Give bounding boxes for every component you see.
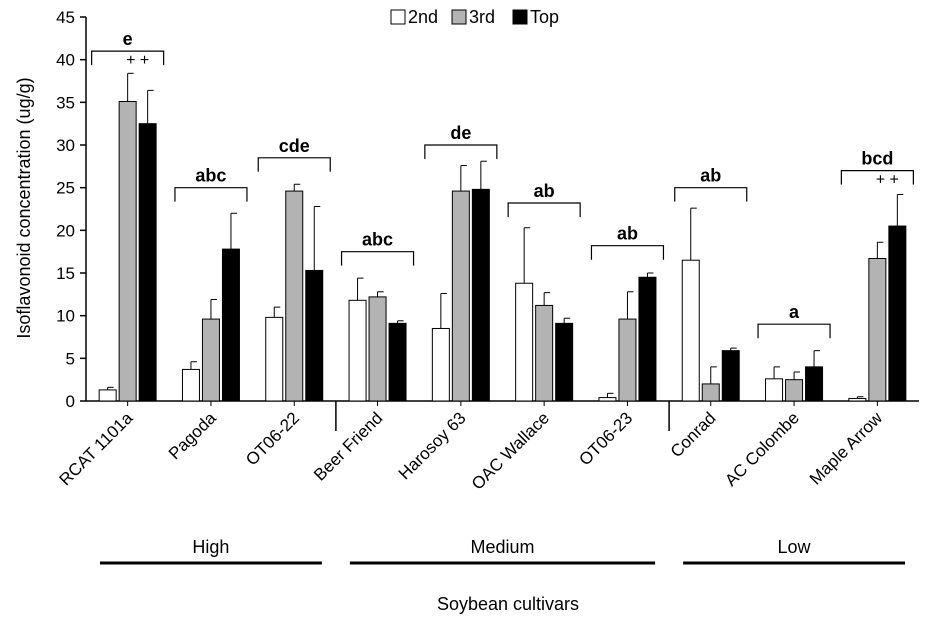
bars <box>98 72 907 402</box>
group-labels: High Medium Low <box>100 537 905 565</box>
sig-label-7: ab <box>700 166 721 186</box>
bar-3rd-1 <box>201 318 220 402</box>
category-label-2: OT06-22 <box>242 408 303 469</box>
category-label-8: AC Colombe <box>721 408 803 490</box>
legend-label-2nd: 2nd <box>408 7 438 27</box>
category-label-0: RCAT 1101a <box>56 408 137 489</box>
bar-3rd-5 <box>535 304 554 402</box>
bar-2nd-9 <box>848 397 867 402</box>
bar-2nd-4 <box>431 327 450 402</box>
sig-label-4: de <box>450 123 471 143</box>
sig-label-9: bcd <box>861 149 893 169</box>
y-tick-label-25: 25 <box>56 179 75 198</box>
bar-2nd-2 <box>265 316 284 402</box>
bar-3rd-6 <box>618 318 637 402</box>
category-label-9: Maple Arrow <box>806 408 887 489</box>
group-label-1: Medium <box>470 537 534 557</box>
sig-label-5: ab <box>534 181 555 201</box>
legend: 2nd 3rd Top <box>390 7 559 27</box>
bar-2nd-3 <box>348 299 367 402</box>
sig-bracket-6 <box>590 245 665 260</box>
bar-2nd-8 <box>765 378 784 402</box>
sig-bracket-3 <box>340 251 415 266</box>
y-tick-label-40: 40 <box>56 51 75 70</box>
bar-2nd-5 <box>515 282 534 402</box>
sig-marks-9: + + <box>876 172 899 189</box>
sig-label-3: abc <box>362 230 393 250</box>
sig-bracket-4 <box>424 144 498 159</box>
category-label-7: Conrad <box>667 408 720 461</box>
y-tick-label-10: 10 <box>56 307 75 326</box>
legend-swatch-2nd <box>390 9 406 25</box>
sig-bracket-8 <box>757 323 831 339</box>
bar-2nd-0 <box>98 389 117 402</box>
category-labels: RCAT 1101a Pagoda OT06-22 Beer Friend Haroso… <box>56 408 887 494</box>
legend-swatch-3rd <box>451 9 467 25</box>
category-label-1: Pagoda <box>165 408 220 463</box>
bar-top-0 <box>138 123 157 402</box>
sig-label-1: abc <box>195 166 226 186</box>
sig-bracket-9 <box>840 170 914 185</box>
legend-label-top: Top <box>530 7 559 27</box>
category-label-5: OAC Wallace <box>468 408 553 493</box>
bar-top-7 <box>721 350 740 402</box>
bar-3rd-2 <box>285 190 304 402</box>
category-label-6: OT06-23 <box>575 408 636 469</box>
significance-brackets: e + + abc cde abc de ab ab ab a bcd + + <box>91 29 914 339</box>
group-label-2: Low <box>778 537 812 557</box>
bar-2nd-6 <box>598 397 617 402</box>
y-tick-label-45: 45 <box>56 8 75 27</box>
legend-label-3rd: 3rd <box>469 7 495 27</box>
legend-swatch-top <box>512 9 528 25</box>
bar-top-8 <box>805 366 824 402</box>
bar-top-5 <box>555 322 574 402</box>
bar-2nd-1 <box>181 368 200 402</box>
bar-2nd-7 <box>681 259 700 402</box>
y-tick-label-35: 35 <box>56 93 75 112</box>
y-tick-label-0: 0 <box>66 392 75 411</box>
bar-top-3 <box>388 322 407 402</box>
sig-bracket-5 <box>507 202 581 218</box>
group-label-0: High <box>192 537 229 557</box>
y-tick-label-5: 5 <box>66 349 75 368</box>
sig-bracket-1 <box>174 187 248 202</box>
bar-top-9 <box>888 225 907 402</box>
y-tick-label-30: 30 <box>56 136 75 155</box>
bar-3rd-0 <box>118 100 137 402</box>
bar-top-4 <box>471 188 490 402</box>
sig-bracket-0 <box>91 50 165 66</box>
bar-top-2 <box>305 269 324 402</box>
y-axis-title: Isoflavonoid concentration (ug/g) <box>14 77 34 338</box>
category-label-4: Harosoy 63 <box>395 408 470 483</box>
bar-3rd-3 <box>368 296 387 402</box>
y-tick-label-15: 15 <box>56 264 75 283</box>
sig-label-0: e <box>123 29 133 49</box>
category-label-3: Beer Friend <box>310 408 386 484</box>
sig-label-2: cde <box>279 136 310 156</box>
bar-top-6 <box>638 276 657 402</box>
bar-3rd-4 <box>451 190 470 402</box>
bar-3rd-8 <box>785 379 804 402</box>
bar-3rd-7 <box>701 383 720 402</box>
sig-marks-0: + + <box>126 52 149 69</box>
sig-bracket-7 <box>674 187 748 202</box>
x-axis-title: Soybean cultivars <box>437 594 579 614</box>
bar-top-1 <box>221 248 240 402</box>
sig-label-8: a <box>789 302 800 322</box>
bar-3rd-9 <box>868 257 887 402</box>
sig-label-6: ab <box>617 224 638 244</box>
sig-bracket-2 <box>257 157 331 172</box>
y-tick-label-20: 20 <box>56 221 75 240</box>
